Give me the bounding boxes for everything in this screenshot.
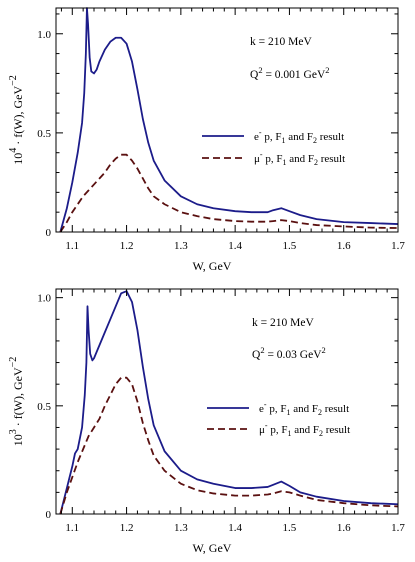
legend-p: p, F (267, 403, 287, 415)
legend-charge: - (260, 150, 263, 159)
chart-panel-2: 1.1 1.2 1.3 1.4 1.5 1.6 1.7 0 0.5 1.0 W, GeV 103 · … (8, 288, 405, 555)
plot-frame (55, 288, 399, 515)
x-tick-label: 1.4 (228, 522, 242, 534)
legend-and: and F (286, 153, 314, 165)
legend-p: p, F (268, 424, 288, 436)
legend-lepton: e (254, 131, 259, 143)
y-tick-label: 0.5 (37, 128, 51, 140)
legend-charge: - (264, 400, 267, 409)
y-axis-title: 103 · f(W), GeV−2 (8, 357, 25, 447)
k-annotation: k = 210 MeV (250, 36, 312, 48)
legend-sub2: 2 (319, 429, 323, 438)
legend-label-mu-p: μ- p, F1 and F2 result (254, 150, 345, 167)
legend-end: result (322, 403, 349, 415)
x-tick-label: 1.3 (174, 240, 188, 252)
q2-unit-sup: 2 (325, 65, 329, 75)
x-tick-label: 1.4 (228, 240, 242, 252)
y-title-base: 10 (11, 153, 25, 165)
legend-lepton: e (259, 403, 264, 415)
x-tick-label: 1.3 (174, 522, 188, 534)
y-tick-label: 0 (46, 509, 52, 521)
y-title-exp: 3 (8, 429, 19, 434)
x-tick-label: 1.2 (120, 240, 134, 252)
legend-label-e-p: e- p, F1 and F2 result (259, 400, 349, 417)
k-annotation: k = 210 MeV (252, 317, 314, 329)
y-title-main: · f(W), GeV (11, 367, 25, 429)
q2-annotation: Q2 = 0.03 GeV2 (252, 345, 326, 361)
legend-label-e-p: e- p, F1 and F2 result (254, 128, 344, 145)
q2-letter: Q (252, 349, 261, 361)
legend-sub1: 1 (286, 408, 290, 417)
y-tick-label: 0.5 (37, 401, 51, 413)
q2-value: = 0.03 GeV (265, 349, 323, 361)
q2-sup: 2 (258, 65, 262, 75)
legend-end: result (317, 131, 344, 143)
y-tick-label: 1.0 (37, 29, 51, 41)
x-tick-label: 1.6 (337, 522, 351, 534)
y-title-main: · f(W), GeV (11, 86, 25, 148)
x-axis-title: W, GeV (193, 259, 232, 273)
y-title-unit-exp: −2 (8, 75, 19, 86)
mu-p-curve (59, 153, 399, 233)
x-axis-title: W, GeV (193, 541, 232, 555)
legend-p: p, F (263, 153, 283, 165)
x-tick-label: 1.7 (391, 522, 405, 534)
legend-and: and F (290, 403, 318, 415)
y-axis-title: 104 · f(W), GeV−2 (8, 75, 25, 165)
x-tick-label: 1.5 (283, 240, 297, 252)
legend-lepton: μ (259, 424, 265, 436)
e-p-curve (59, 290, 399, 515)
legend-p: p, F (262, 131, 282, 143)
x-tick-label: 1.1 (65, 522, 79, 534)
legend-charge: - (259, 128, 262, 137)
x-tick-label: 1.5 (283, 522, 297, 534)
y-title-base: 10 (11, 434, 25, 446)
legend-sub1: 1 (281, 136, 285, 145)
legend-and: and F (291, 424, 319, 436)
legend-charge: - (265, 421, 268, 430)
mu-p-curve (59, 376, 399, 515)
legend-sub2: 2 (318, 408, 322, 417)
legend-label-mu-p: μ- p, F1 and F2 result (259, 421, 350, 438)
legend-sub1: 1 (287, 429, 291, 438)
y-tick-label: 1.0 (37, 293, 51, 305)
q2-sup: 2 (260, 345, 264, 355)
e-p-curve (59, 7, 399, 233)
x-tick-label: 1.7 (391, 240, 405, 252)
legend-sub2: 2 (313, 136, 317, 145)
q2-letter: Q (250, 69, 259, 81)
legend-end: result (323, 424, 350, 436)
chart-panel-1: 1.1 1.2 1.3 1.4 1.5 1.6 1.7 0 0.5 1.0 W, GeV 104 · … (8, 7, 405, 273)
q2-annotation: Q2 = 0.001 GeV2 (250, 65, 330, 81)
x-tick-label: 1.1 (65, 240, 79, 252)
legend-sub1: 1 (282, 158, 286, 167)
legend-and: and F (285, 131, 313, 143)
legend-lepton: μ (254, 153, 260, 165)
y-tick-label: 0 (46, 227, 52, 239)
legend-end: result (318, 153, 345, 165)
legend-sub2: 2 (314, 158, 318, 167)
x-tick-label: 1.6 (337, 240, 351, 252)
y-title-unit-exp: −2 (8, 357, 19, 368)
x-tick-label: 1.2 (120, 522, 134, 534)
y-title-exp: 4 (8, 148, 19, 153)
q2-value: = 0.001 GeV (263, 69, 326, 81)
q2-unit-sup: 2 (322, 345, 326, 355)
plot-frame (55, 7, 399, 233)
